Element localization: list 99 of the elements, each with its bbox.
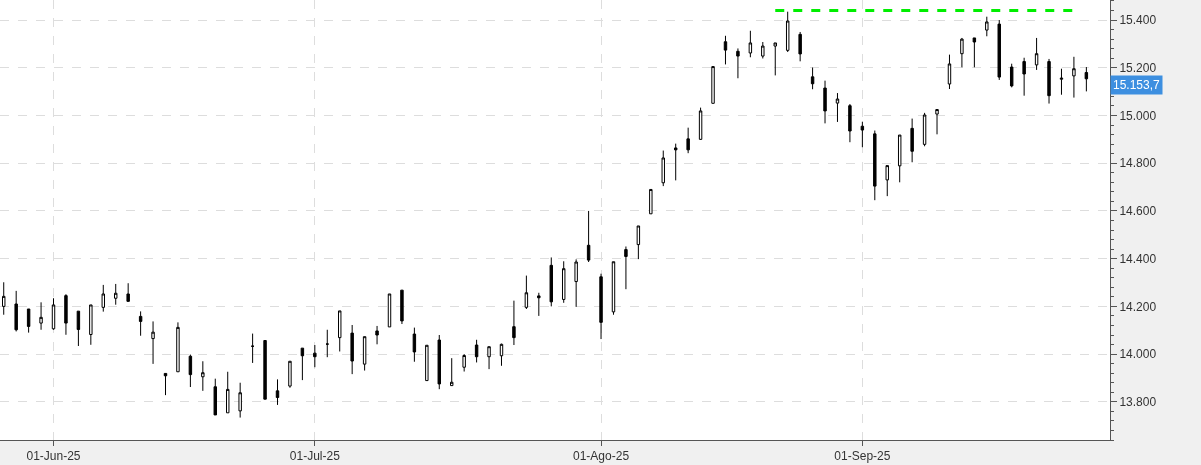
x-tick-label: 01-Jun-25 <box>26 449 81 464</box>
candlestick <box>151 320 155 365</box>
candlestick <box>375 325 379 345</box>
candlestick <box>723 35 728 65</box>
candlestick <box>810 67 815 90</box>
candlestick <box>226 371 230 414</box>
candlestick <box>300 347 305 381</box>
candlestick <box>661 150 665 187</box>
candlestick <box>711 65 715 104</box>
candlestick <box>450 357 454 387</box>
candlestick <box>14 290 18 332</box>
candlestick <box>947 54 952 90</box>
candlestick <box>201 360 205 392</box>
candlestick <box>922 112 927 147</box>
candlestick <box>624 245 628 290</box>
candlestick <box>64 293 68 336</box>
candlestick <box>549 256 553 307</box>
candlestick <box>537 292 541 317</box>
candlestick <box>748 30 753 58</box>
candlestick <box>673 143 678 181</box>
candlestick <box>338 310 342 352</box>
y-tick-label: 15.200 <box>1119 60 1157 75</box>
candlestick <box>412 327 417 363</box>
candlestick <box>400 289 404 325</box>
candlestick <box>313 344 317 368</box>
candlestick <box>26 308 31 334</box>
candlestick <box>1034 37 1039 71</box>
candlestick <box>275 378 280 406</box>
candlestick <box>636 225 641 260</box>
candlestick <box>213 378 217 416</box>
x-tick-label: 01-Jul-25 <box>289 449 341 464</box>
text: 15.153,7 <box>1113 78 1161 92</box>
candlestick <box>437 334 441 390</box>
candlestick <box>761 41 765 59</box>
candlestick <box>138 310 143 337</box>
candlestick <box>873 130 877 201</box>
candlestick <box>835 92 840 123</box>
candlestick <box>773 42 777 76</box>
candlestick <box>39 301 43 331</box>
candlestick <box>126 282 130 302</box>
candlestick <box>1072 56 1076 99</box>
candlestick <box>238 382 242 419</box>
candlestick <box>823 80 827 124</box>
candlestick <box>524 275 529 310</box>
y-tick-label: 14.000 <box>1119 347 1157 362</box>
candlestick <box>474 339 479 363</box>
candlestick <box>425 344 429 382</box>
candlestick <box>972 37 977 68</box>
x-tick-label: 01-Sep-25 <box>834 449 891 464</box>
candlestick <box>736 47 740 79</box>
candlestick <box>462 353 466 373</box>
candlestick <box>985 16 989 37</box>
candlestick <box>101 284 105 313</box>
candlestick <box>263 340 267 400</box>
y-tick-label: 14.800 <box>1119 156 1157 171</box>
candlestick <box>1084 66 1089 92</box>
y-tick-label: 15.400 <box>1119 13 1157 28</box>
candlestick <box>897 134 902 183</box>
candlestick <box>1047 58 1051 105</box>
candlestick <box>649 188 653 215</box>
y-tick-label: 14.400 <box>1119 251 1157 266</box>
candlestick <box>935 109 939 135</box>
candlestick <box>798 31 802 62</box>
candlestick <box>163 372 168 396</box>
candlestick <box>1009 63 1014 88</box>
candlestick <box>188 354 193 388</box>
x-tick-label: 01-Ago-25 <box>573 449 630 464</box>
candlestick <box>561 260 566 304</box>
candlestick <box>114 283 118 306</box>
candlestick <box>910 118 914 163</box>
y-tick-label: 14.200 <box>1119 299 1157 314</box>
candlestick <box>785 11 790 53</box>
candlestick <box>487 346 491 370</box>
candlestick <box>325 329 329 358</box>
candlestick <box>586 210 591 263</box>
y-tick-label: 13.800 <box>1119 395 1157 410</box>
candlestick <box>76 310 81 347</box>
candlestick <box>686 127 690 154</box>
candlestick <box>362 336 367 372</box>
candlestick <box>250 333 255 364</box>
candlestick <box>51 297 56 331</box>
candlestick <box>89 304 93 346</box>
candlestick <box>350 324 354 375</box>
candlestick <box>885 165 889 197</box>
candlestick <box>499 343 504 367</box>
candlestick <box>387 293 392 328</box>
candlestick <box>574 258 578 308</box>
candlestick <box>512 300 516 346</box>
candlestick <box>599 273 603 340</box>
candlestick <box>1059 68 1064 96</box>
y-tick-label: 14.600 <box>1119 204 1157 219</box>
candlestick <box>860 121 865 148</box>
candlestick <box>1022 57 1026 97</box>
candlestick <box>288 360 292 389</box>
candlestick <box>960 37 964 68</box>
candlestick <box>848 103 852 143</box>
y-tick-label: 15.000 <box>1119 108 1157 123</box>
candlestick <box>176 321 180 373</box>
candlestick <box>997 19 1001 81</box>
